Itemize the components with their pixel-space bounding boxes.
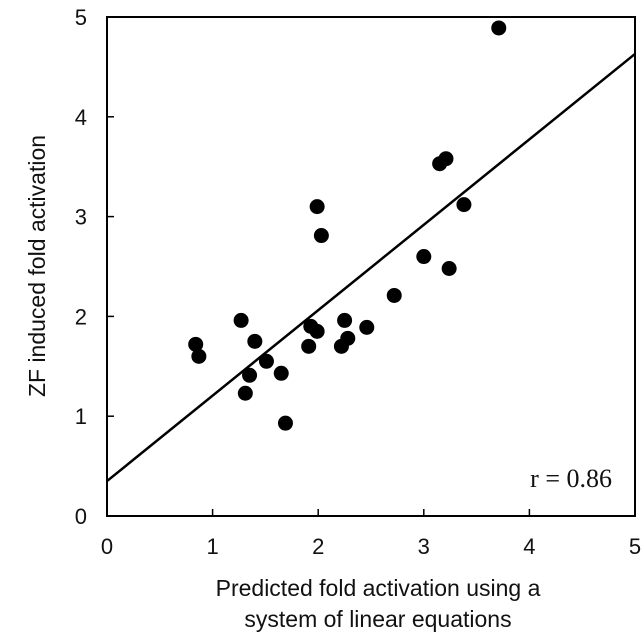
data-point [441,260,457,276]
x-axis-title-line-1: Predicted fold activation using a [216,575,541,601]
x-tick-label: 1 [206,534,218,559]
x-tick-label: 2 [312,534,324,559]
data-point [386,287,402,303]
data-point [456,197,472,213]
data-point [301,338,317,354]
data-point [438,151,454,167]
data-point [309,199,325,215]
data-point [233,312,249,328]
x-tick-label: 0 [101,534,113,559]
data-points [188,20,507,431]
y-axis-ticks: 0 1 2 3 4 5 [75,5,114,529]
data-point [273,365,289,381]
data-point [309,323,325,339]
data-point [340,330,356,346]
y-tick-label: 5 [75,5,87,30]
y-tick-label: 3 [75,205,87,230]
data-point [247,333,263,349]
correlation-annotation: r = 0.86 [530,464,612,493]
plot-frame [106,16,636,517]
data-point [491,20,507,36]
y-tick-label: 0 [75,504,87,529]
data-point [337,312,353,328]
data-point [242,367,258,383]
x-tick-label: 3 [418,534,430,559]
x-axis-title-line-2: system of linear equations [244,606,511,632]
data-point [258,353,274,369]
trend-line [106,52,636,483]
x-tick-label: 5 [629,534,641,559]
data-point [313,228,329,244]
data-point [416,249,432,265]
y-axis-title: ZF induced fold activation [24,135,50,397]
data-point [188,336,204,352]
data-point [191,348,207,364]
x-tick-label: 4 [523,534,535,559]
data-point [277,415,293,431]
y-tick-label: 2 [75,304,87,329]
y-tick-label: 4 [75,105,87,130]
data-point [237,385,253,401]
y-tick-label: 1 [75,404,87,429]
x-axis-ticks: 0 1 2 3 4 5 [101,509,641,559]
data-point [359,319,375,335]
